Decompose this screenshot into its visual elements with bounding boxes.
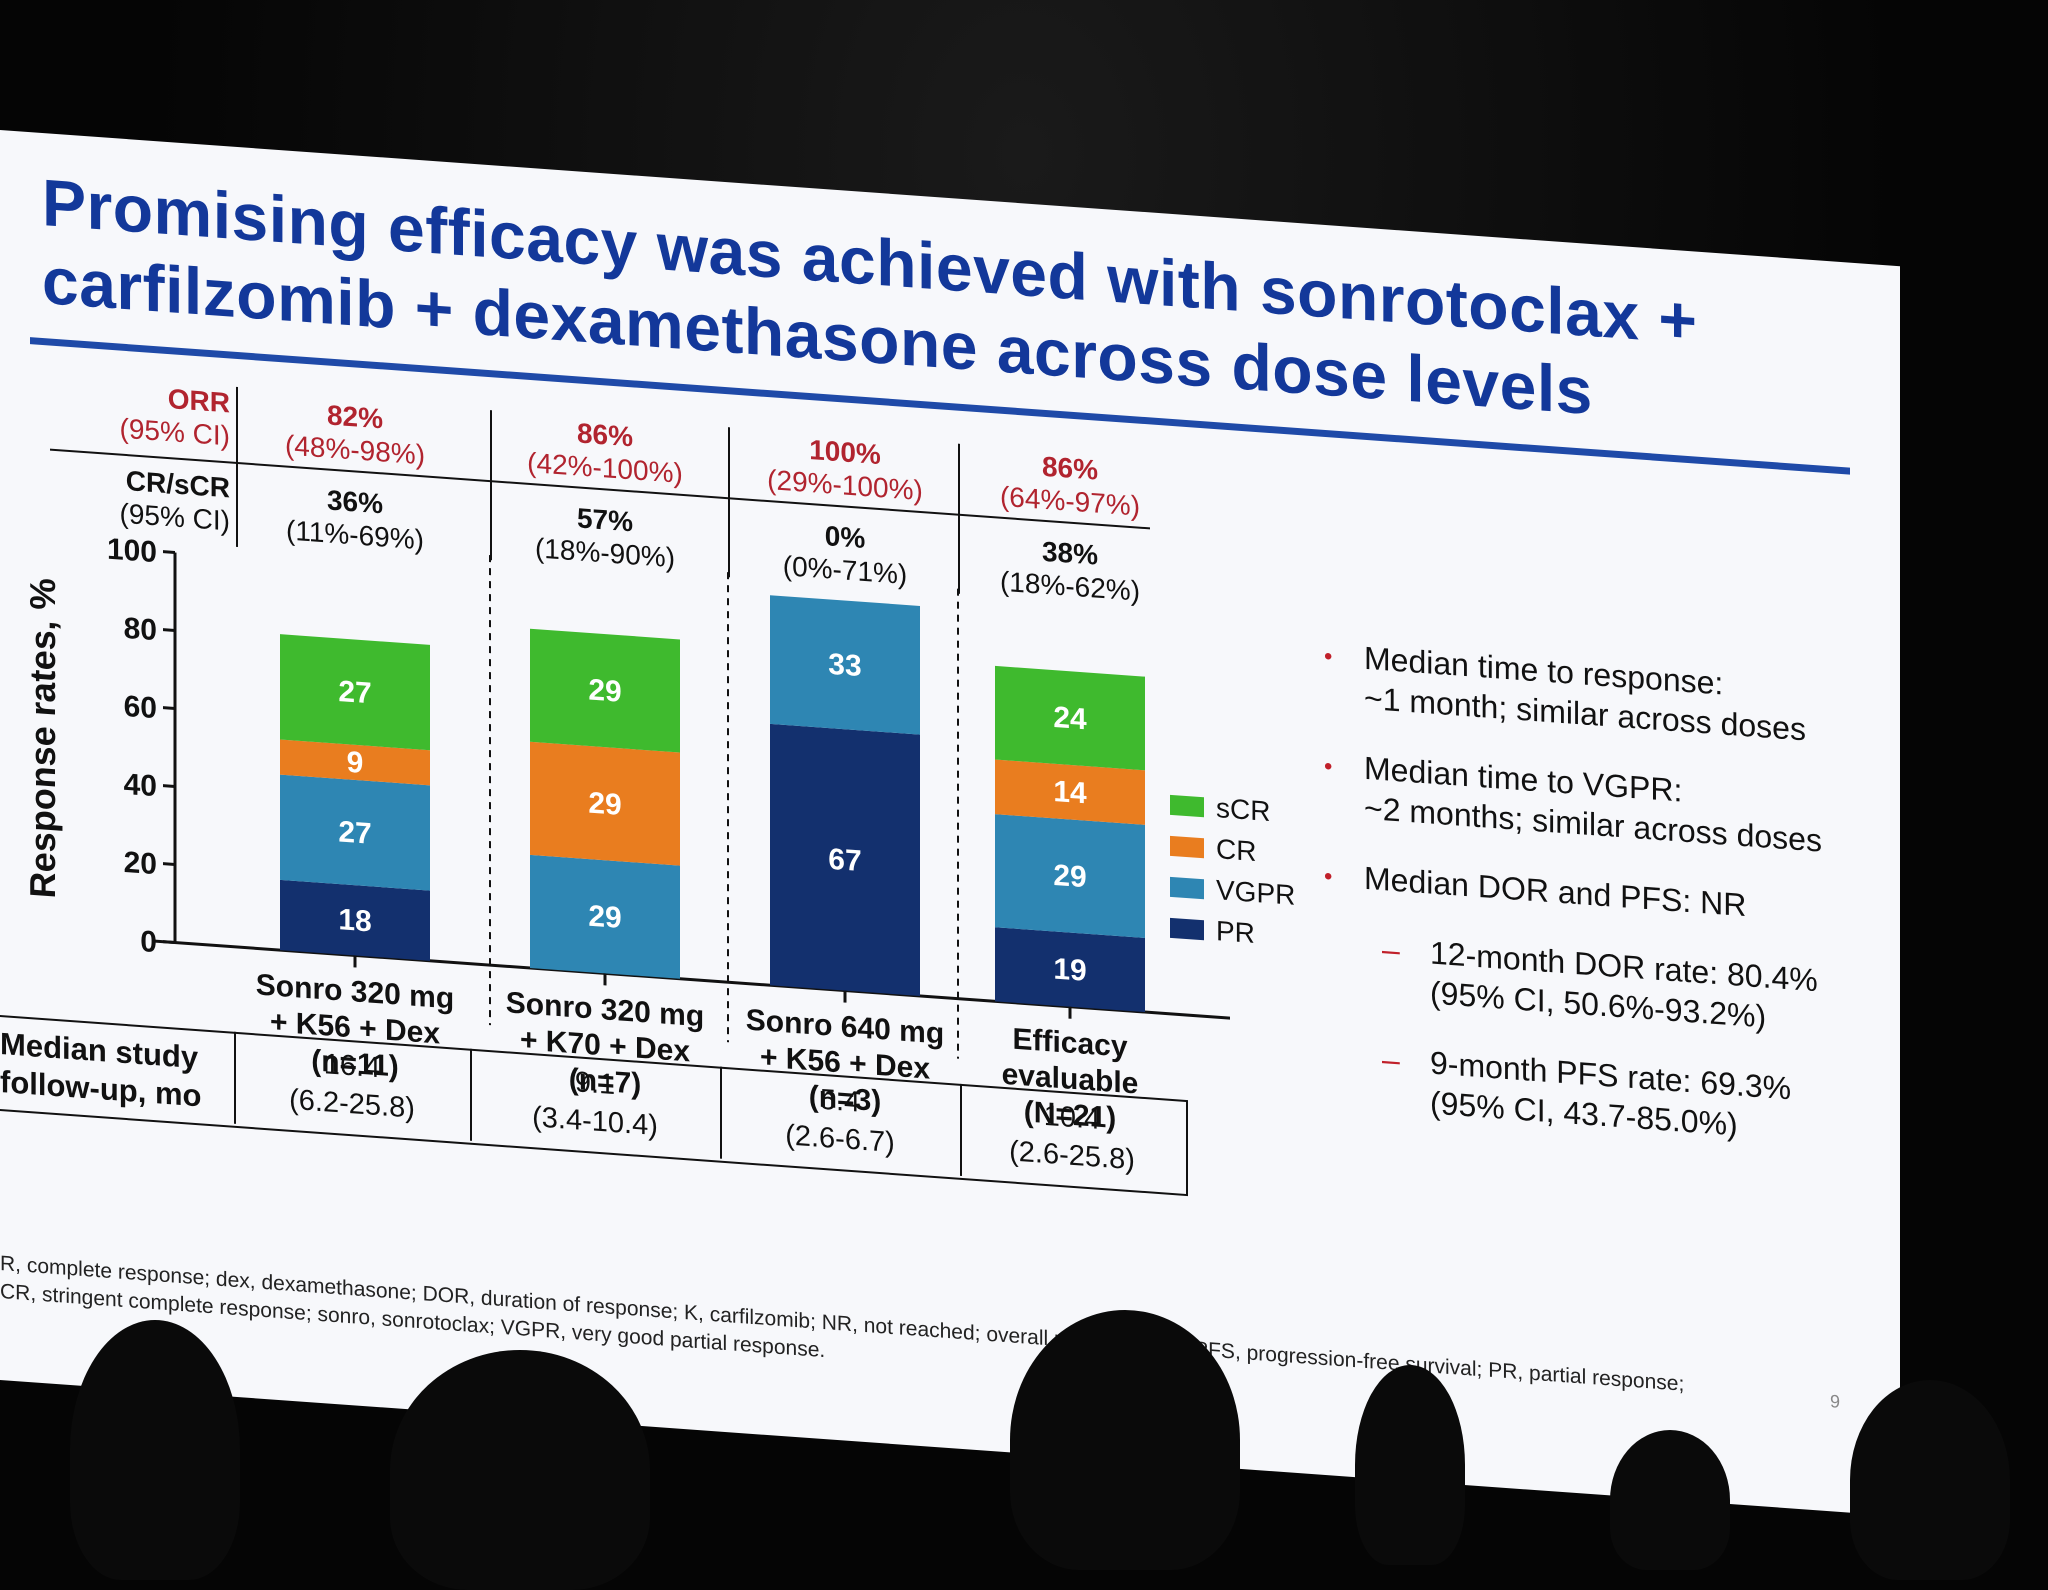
data-label: 29 (588, 673, 621, 708)
header-column-divider (728, 427, 730, 578)
bar-segment-vgpr (530, 854, 680, 979)
bullet-item: • Median time to response: ~1 month; sim… (1320, 635, 1880, 755)
bar-segment-pr (280, 879, 430, 961)
bullet-dot-icon: • (1324, 862, 1333, 891)
data-label: 27 (338, 675, 371, 710)
legend-label: VGPR (1216, 873, 1296, 911)
data-label: 18 (338, 903, 371, 938)
y-tick (163, 628, 175, 633)
bar-segment-scr (530, 628, 680, 753)
legend-label: PR (1216, 914, 1255, 949)
bar-segment-cr (280, 739, 430, 786)
y-tick-label: 60 (124, 690, 157, 725)
data-label: 67 (828, 843, 861, 878)
followup-column-divider (234, 1031, 236, 1124)
sub-bullet-item: – 9-month PFS rate: 69.3% (95% CI, 43.7-… (1320, 1035, 1880, 1155)
bullet-text: Median DOR and PFS: NR (1364, 859, 1747, 924)
data-label: 19 (1053, 952, 1086, 987)
legend-label: CR (1216, 832, 1257, 867)
bullet-dot-icon: • (1324, 752, 1333, 781)
legend-swatch (1170, 876, 1204, 899)
y-tick-label: 0 (140, 925, 157, 959)
bullet-dot-icon: • (1324, 642, 1333, 671)
legend-swatch (1170, 794, 1204, 817)
audience-silhouette (390, 1350, 650, 1590)
bar-segment-cr (530, 741, 680, 866)
followup-column-divider (470, 1048, 472, 1141)
data-label: 24 (1053, 701, 1087, 736)
audience-silhouette (70, 1320, 240, 1580)
legend-swatch (1170, 835, 1204, 858)
y-tick (163, 940, 175, 945)
audience-silhouette (1850, 1380, 2010, 1580)
audience-silhouette (1355, 1365, 1465, 1565)
bullet-item: • Median time to VGPR: ~2 months; simila… (1320, 745, 1880, 865)
page-number: 9 (1829, 1391, 1840, 1412)
y-tick (163, 550, 175, 555)
y-tick (163, 706, 175, 711)
bar-segment-pr (995, 927, 1145, 1013)
y-tick-label: 80 (124, 612, 157, 647)
followup-column-divider (720, 1066, 722, 1159)
bar-segment-scr (280, 634, 430, 751)
data-label: 29 (588, 787, 621, 822)
data-label: 14 (1053, 775, 1087, 810)
y-axis-label: Response rates, % (22, 577, 63, 900)
bar-segment-vgpr (770, 595, 920, 735)
dash-icon: – (1382, 1041, 1400, 1079)
dash-icon: – (1382, 931, 1400, 969)
legend-label: sCR (1216, 791, 1271, 827)
response-rate-chart: 0 20 40 60 80 100 Response rates, % 18 27 9 27 29 29… (22, 533, 1230, 1079)
key-findings: • Median time to response: ~1 month; sim… (1320, 635, 1880, 1185)
footnote-line: R, complete response; dex, dexamethasone… (0, 1252, 1685, 1396)
bar-segment-vgpr (280, 774, 430, 891)
audience-silhouette (1610, 1430, 1730, 1570)
bullet-item: • Median DOR and PFS: NR (1320, 855, 1880, 935)
data-label: 9 (347, 746, 364, 780)
y-tick (163, 862, 175, 867)
data-label: 33 (828, 648, 861, 683)
audience-silhouette (1010, 1310, 1240, 1570)
legend-swatch (1170, 917, 1204, 940)
bar-segment-scr (995, 665, 1145, 771)
y-tick (163, 784, 175, 789)
presentation-slide: Promising efficacy was achieved with son… (0, 130, 1900, 1517)
y-tick-label: 40 (124, 768, 157, 803)
data-label: 29 (588, 900, 621, 935)
chart-legend: sCR CR VGPR PR (1170, 784, 1295, 957)
header-column-divider (958, 443, 960, 594)
header-column-divider (490, 410, 492, 561)
bar-segment-pr (770, 723, 920, 996)
data-label: 27 (338, 815, 371, 850)
bar-segment-cr (995, 759, 1145, 825)
data-label: 29 (1053, 859, 1086, 894)
bar-segment-vgpr (995, 814, 1145, 938)
y-tick-label: 20 (124, 846, 157, 881)
sub-bullet-item: – 12-month DOR rate: 80.4% (95% CI, 50.6… (1320, 925, 1880, 1045)
y-tick-label: 100 (107, 533, 157, 570)
